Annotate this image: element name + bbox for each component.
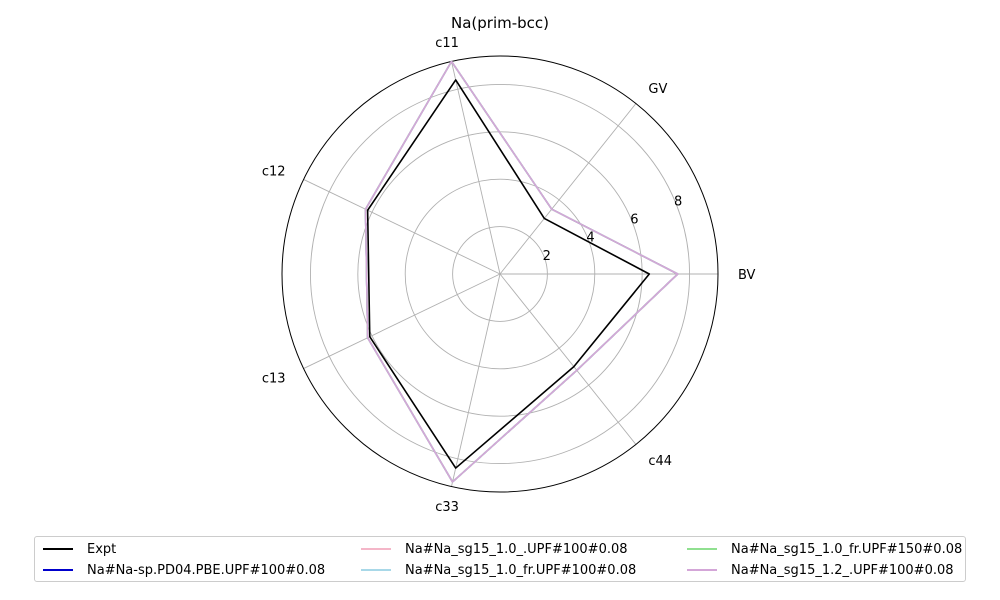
axis-label-c33: c33	[435, 500, 459, 515]
legend-swatch	[43, 569, 73, 571]
legend-swatch	[687, 569, 717, 571]
legend-label: Na#Na_sg15_1.0_fr.UPF#150#0.08	[731, 541, 963, 557]
series-line-0	[366, 79, 651, 469]
legend-item-3: Na#Na_sg15_1.0_fr.UPF#100#0.08	[361, 560, 636, 580]
legend-swatch	[687, 548, 717, 550]
legend: Expt Na#Na-sp.PD04.PBE.UPF#100#0.08 Na#Na_…	[34, 536, 966, 582]
chart-title: Na(prim-bcc)	[451, 14, 549, 32]
radial-tick-label-0: 2	[543, 249, 551, 264]
legend-swatch	[361, 569, 391, 571]
legend-label: Na#Na-sp.PD04.PBE.UPF#100#0.08	[87, 562, 326, 578]
series-line-5	[364, 60, 679, 483]
legend-label: Expt	[87, 541, 117, 557]
legend-item-1: Na#Na-sp.PD04.PBE.UPF#100#0.08	[43, 560, 325, 580]
axis-label-c11: c11	[435, 36, 459, 51]
outer-ring	[281, 55, 719, 493]
legend-swatch	[361, 548, 391, 550]
spoke-6	[499, 273, 637, 445]
legend-item-2: Na#Na_sg15_1.0_.UPF#100#0.08	[361, 539, 628, 559]
radial-tick-label-3: 8	[674, 194, 682, 209]
axis-label-c12: c12	[262, 165, 286, 180]
legend-item-0: Expt	[43, 539, 116, 559]
spoke-3	[303, 179, 501, 275]
legend-label: Na#Na_sg15_1.0_.UPF#100#0.08	[405, 541, 628, 557]
radial-tick-label-2: 6	[630, 213, 638, 228]
spoke-5	[451, 273, 501, 487]
legend-label: Na#Na_sg15_1.0_fr.UPF#100#0.08	[405, 562, 637, 578]
spoke-2	[451, 61, 501, 275]
radar-grid: 2 4 6 8	[281, 55, 719, 493]
axis-labels: BV GV c11 c12 c13 c33 c44	[262, 36, 756, 515]
spoke-1	[499, 103, 637, 275]
radar-chart: Na(prim-bcc) 2 4 6 8 BV GV c11 c12 c13 c33 c44	[262, 14, 756, 515]
radial-tick-label-1: 4	[586, 231, 594, 246]
axis-label-bv: BV	[738, 268, 756, 283]
axis-label-c13: c13	[262, 371, 286, 386]
legend-item-4: Na#Na_sg15_1.0_fr.UPF#150#0.08	[687, 539, 962, 559]
radar-series	[364, 60, 679, 483]
legend-label: Na#Na_sg15_1.2_.UPF#100#0.08	[731, 562, 954, 578]
axis-label-gv: GV	[648, 82, 667, 97]
legend-swatch	[43, 548, 73, 550]
spoke-4	[303, 273, 501, 369]
legend-item-5: Na#Na_sg15_1.2_.UPF#100#0.08	[687, 560, 954, 580]
axis-label-c44: c44	[648, 454, 672, 469]
